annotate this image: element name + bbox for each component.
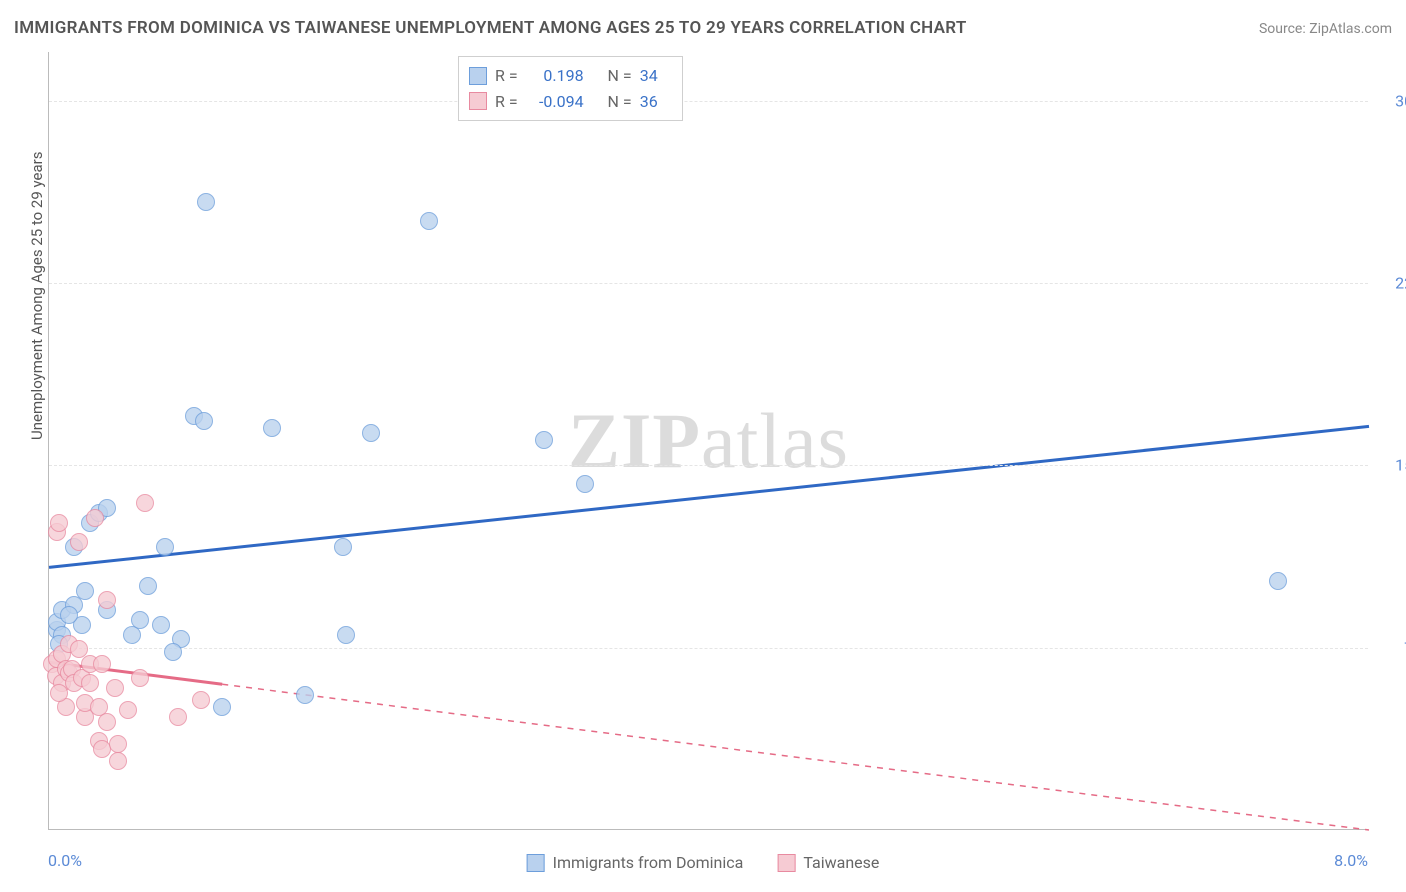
trend-lines [49,52,1369,830]
data-point [76,582,94,600]
data-point [93,655,111,673]
data-point [192,691,210,709]
data-point [139,577,157,595]
data-point [109,752,127,770]
stats-row-series-a: R = 0.198 N = 34 [469,63,668,89]
stats-box: R = 0.198 N = 34 R = -0.094 N = 36 [458,56,683,121]
data-point [106,679,124,697]
data-point [70,533,88,551]
data-point [98,713,116,731]
data-point [164,643,182,661]
data-point [93,740,111,758]
r-value-a: 0.198 [526,63,584,89]
data-point [296,686,314,704]
x-tick-max: 8.0% [1334,851,1368,870]
grid-line [49,465,1368,466]
swatch-legend-a [527,854,545,872]
grid-line [49,283,1368,284]
data-point [156,538,174,556]
swatch-series-a [469,67,487,85]
data-point [420,212,438,230]
chart-title: IMMIGRANTS FROM DOMINICA VS TAIWANESE UN… [14,18,967,38]
n-value-a: 34 [640,63,668,89]
legend-item-a: Immigrants from Dominica [527,853,744,872]
data-point [50,514,68,532]
data-point [337,626,355,644]
data-point [197,193,215,211]
y-tick-label: 7.5% [1378,638,1406,657]
data-point [86,509,104,527]
data-point [169,708,187,726]
data-point [136,494,154,512]
legend: Immigrants from Dominica Taiwanese [527,853,880,872]
data-point [213,698,231,716]
grid-line [49,101,1368,102]
data-point [1269,572,1287,590]
data-point [98,591,116,609]
y-tick-label: 15.0% [1378,456,1406,475]
y-tick-label: 30.0% [1378,91,1406,110]
swatch-legend-b [777,854,795,872]
data-point [263,419,281,437]
y-tick-label: 22.5% [1378,273,1406,292]
data-point [334,538,352,556]
data-point [535,431,553,449]
data-point [109,735,127,753]
plot-area: ZIPatlas 7.5%15.0%22.5%30.0% [48,52,1368,830]
r-value-b: -0.094 [526,89,584,115]
data-point [195,412,213,430]
x-tick-min: 0.0% [48,851,82,870]
data-point [81,674,99,692]
data-point [60,606,78,624]
data-point [131,611,149,629]
data-point [362,424,380,442]
chart-source: Source: ZipAtlas.com [1259,21,1392,37]
data-point [576,475,594,493]
data-point [131,669,149,687]
data-point [152,616,170,634]
data-point [119,701,137,719]
data-point [50,684,68,702]
swatch-series-b [469,92,487,110]
grid-line [49,648,1368,649]
stats-row-series-b: R = -0.094 N = 36 [469,89,668,115]
legend-item-b: Taiwanese [777,853,879,872]
n-value-b: 36 [640,89,668,115]
y-axis-label: Unemployment Among Ages 25 to 29 years [28,152,46,440]
